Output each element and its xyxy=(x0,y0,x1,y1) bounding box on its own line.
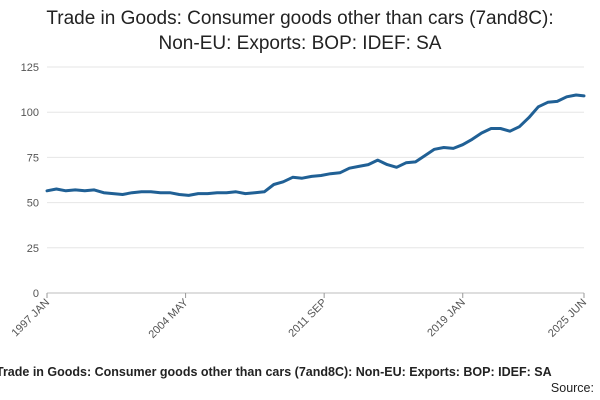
source-label: Source: xyxy=(550,381,594,395)
y-axis: 0 25 50 75 100 125 xyxy=(21,62,39,300)
chart-title: Trade in Goods: Consumer goods other tha… xyxy=(0,6,600,56)
footer-chart-title: Trade in Goods: Consumer goods other tha… xyxy=(0,365,552,379)
gridlines xyxy=(47,66,584,294)
x-tick-label: 2011 SEP xyxy=(286,297,329,340)
series-group xyxy=(45,93,586,197)
y-tick-label: 50 xyxy=(27,198,39,210)
y-tick-label: 125 xyxy=(21,62,39,74)
y-tick-label: 0 xyxy=(33,288,39,300)
chart-title-line-2: Non-EU: Exports: BOP: IDEF: SA xyxy=(158,33,442,54)
y-tick-label: 75 xyxy=(27,152,39,164)
x-tick-label: 2025 JUN xyxy=(546,297,589,340)
series-line xyxy=(45,93,586,197)
x-axis: 1997 JAN 2004 MAY 2011 SEP 2019 JAN 2025 JUN xyxy=(9,293,589,341)
x-tick-label: 1997 JAN xyxy=(9,297,52,340)
y-tick-label: 25 xyxy=(27,243,39,255)
x-tick-label: 2004 MAY xyxy=(146,296,191,341)
y-tick-label: 100 xyxy=(21,107,39,119)
chart-title-line-1: Trade in Goods: Consumer goods other tha… xyxy=(46,8,554,29)
x-tick-label: 2019 JAN xyxy=(425,297,468,340)
